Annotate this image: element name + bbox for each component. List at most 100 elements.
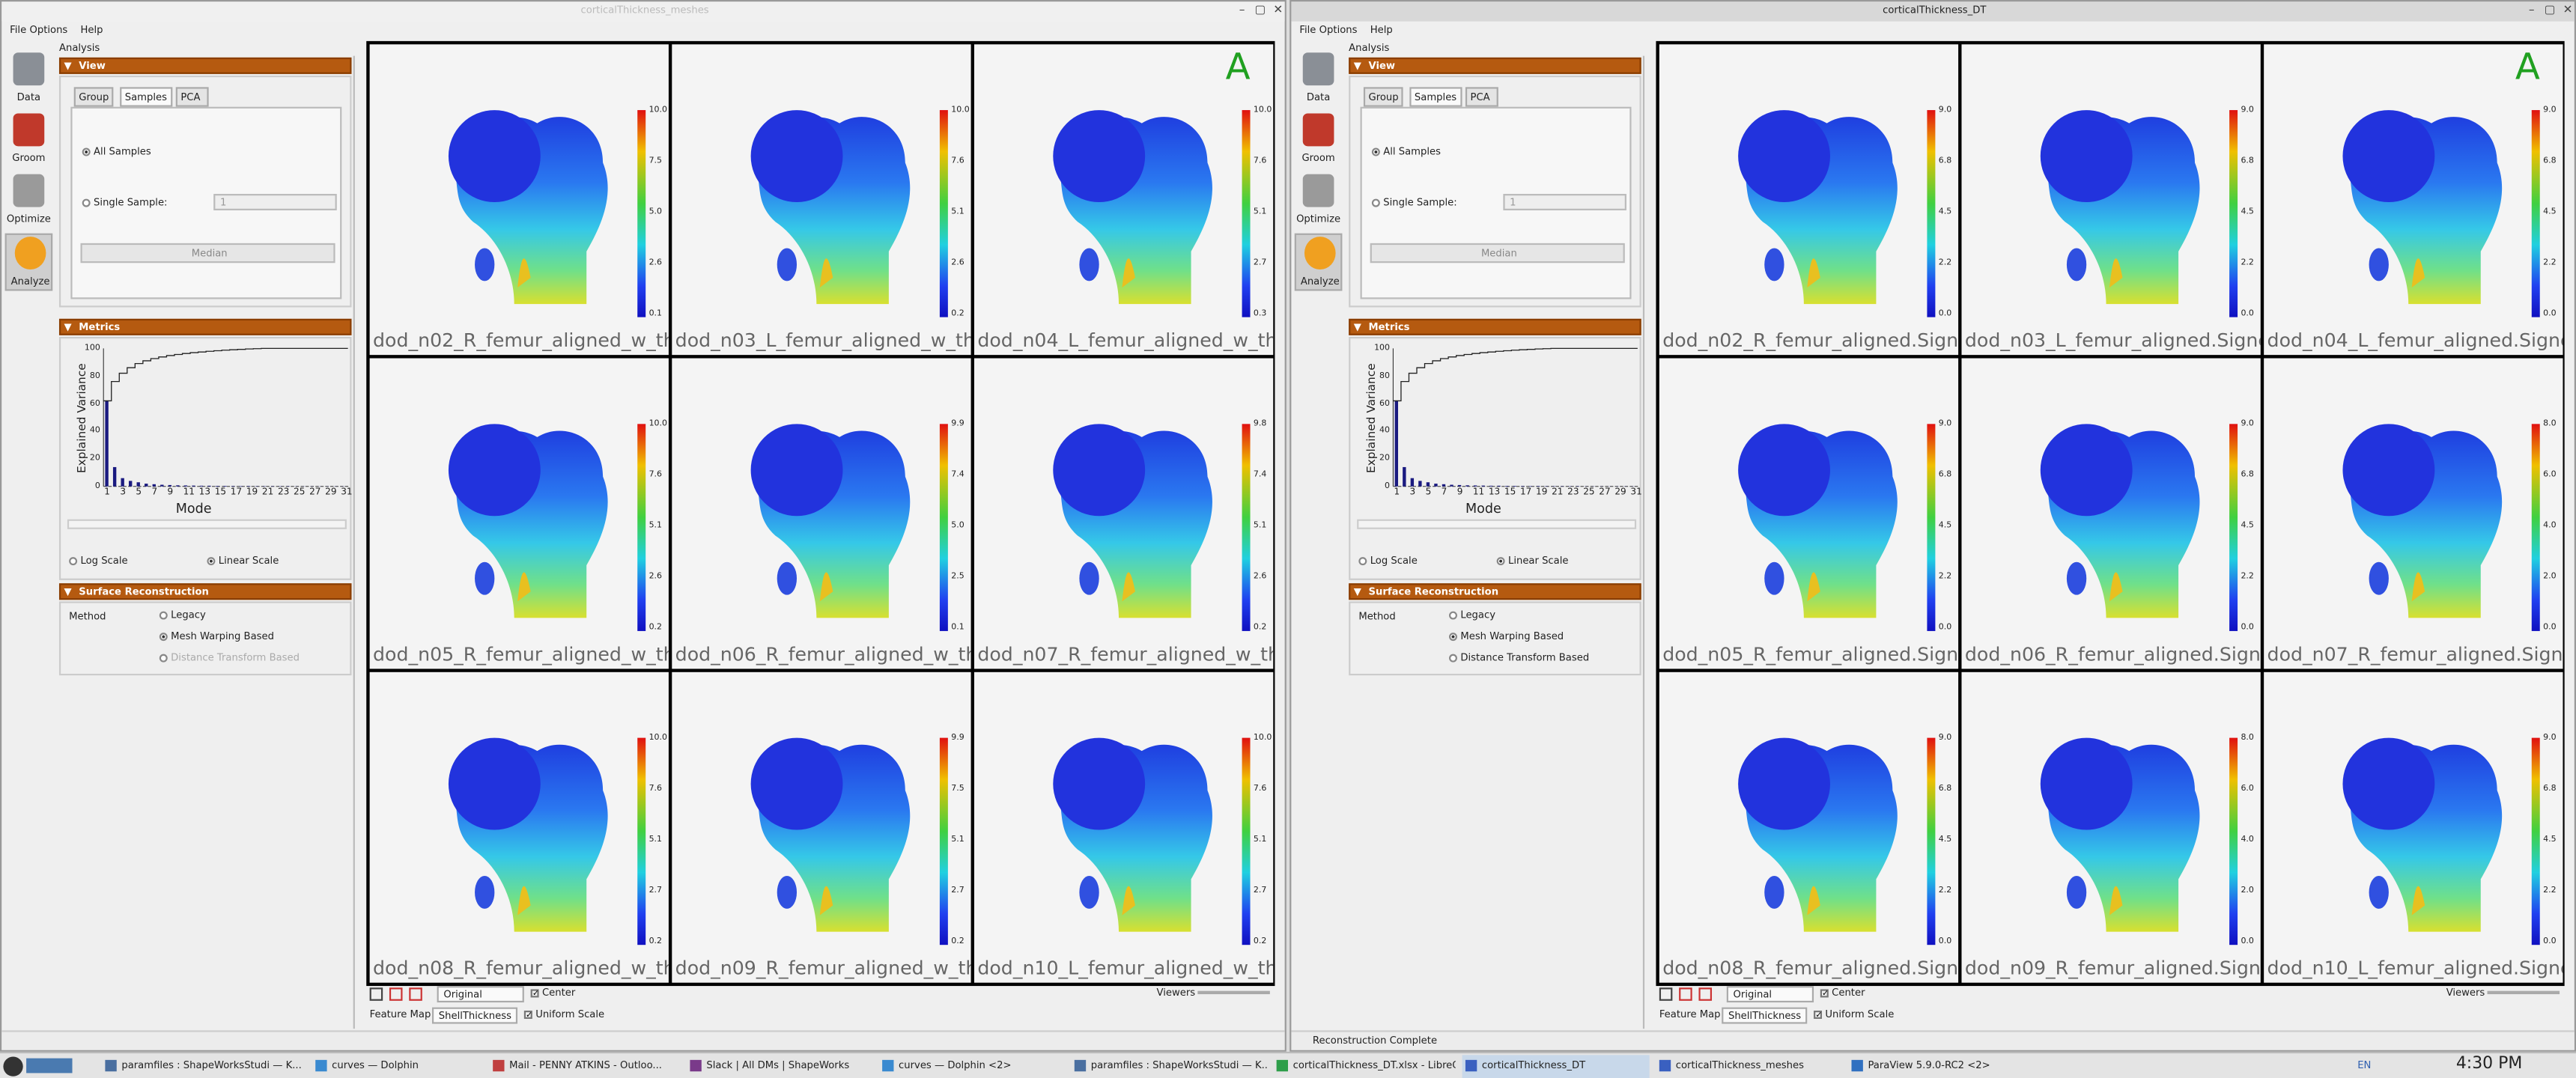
tab[interactable]: Samples — [1409, 87, 1462, 107]
toolbar-icon[interactable] — [1659, 987, 1673, 1001]
tool-button[interactable]: Groom — [5, 112, 53, 169]
dropdown[interactable]: ShellThickness — [431, 1007, 518, 1024]
tab[interactable]: PCA — [175, 87, 209, 107]
toolbar-icon[interactable] — [389, 987, 403, 1001]
tool-button[interactable]: Optimize — [5, 172, 53, 230]
tab[interactable]: Group — [1363, 87, 1403, 107]
radio-button[interactable] — [82, 147, 91, 156]
window-control[interactable]: ✕ — [2563, 3, 2573, 16]
x-tick-label: 7 — [151, 487, 158, 499]
app-window: corticalThickness_DT – ▢ ✕ File Options Help Da… — [1289, 0, 2576, 1052]
dropdown[interactable]: Original — [1726, 986, 1814, 1003]
section-header[interactable]: View ▼ — [58, 57, 352, 74]
tool-button[interactable]: Groom — [1295, 112, 1343, 169]
checkbox[interactable]: ✓ — [1814, 1010, 1822, 1020]
viewer[interactable]: 9.0 6.8 4.5 2.2 0.0 dod_n05_R_femur_aligned.S… — [1659, 358, 1959, 669]
toolbar-icon[interactable] — [369, 987, 383, 1001]
toolbar-icon[interactable] — [1698, 987, 1713, 1001]
taskbar-item[interactable]: curves — Dolphin — [312, 1055, 483, 1078]
scrollbar[interactable] — [67, 519, 347, 529]
menu-item[interactable]: Help — [80, 24, 103, 37]
viewer[interactable]: 8.0 6.0 4.0 2.0 0.0 dod_n09_R_femur_aligned.S… — [1961, 672, 2261, 983]
section-header[interactable]: Metrics ▼ — [1349, 318, 1641, 335]
start-button[interactable] — [3, 1056, 23, 1077]
tool-button[interactable]: Data — [5, 51, 53, 109]
viewer[interactable]: 10.0 7.6 5.1 2.7 0.2 dod_n08_R_femur_aligned_… — [369, 672, 669, 983]
section-header[interactable]: View ▼ — [1349, 57, 1641, 74]
window-control[interactable]: – — [2528, 3, 2535, 16]
viewer[interactable]: 9.9 7.5 5.1 2.7 0.2 dod_n09_R_femur_aligned_w… — [672, 672, 971, 983]
taskbar-item[interactable]: paramfiles : ShapeWorksStudi — K... — [1071, 1055, 1266, 1078]
viewer[interactable]: 10.0 7.6 5.1 2.6 0.2 dod_n03_L_femur_aligned_… — [672, 44, 971, 356]
viewer[interactable]: 10.0 7.6 5.1 2.7 0.2 dod_n10_L_femur_aligned_… — [973, 672, 1274, 983]
radio-button[interactable] — [159, 654, 168, 663]
radio-button[interactable] — [1496, 557, 1505, 566]
viewer[interactable]: 9.0 6.8 4.5 2.2 0.0 dod_n08_R_femur_aligned.S… — [1659, 672, 1959, 983]
viewer[interactable]: 8.0 6.0 4.0 2.0 0.0 dod_n07_R_femur_aligned.S… — [2264, 358, 2563, 669]
tab[interactable]: PCA — [1465, 87, 1498, 107]
viewers-slider[interactable] — [2487, 990, 2560, 995]
checkbox[interactable]: ✓ — [530, 989, 539, 999]
tool-button[interactable]: Analyze — [4, 233, 53, 291]
viewer[interactable]: 9.0 6.8 4.5 2.2 0.0 dod_n04_L_femur_aligned.S… — [2264, 44, 2563, 356]
radio-button[interactable] — [207, 557, 216, 566]
viewer[interactable]: 9.8 7.4 5.1 2.6 0.2 dod_n07_R_femur_aligned_w… — [973, 358, 1274, 669]
taskbar-item[interactable]: Mail - PENNY ATKINS - Outloo... — [490, 1055, 680, 1078]
viewer[interactable]: 9.9 7.4 5.0 2.5 0.1 dod_n06_R_femur_aligned_w… — [672, 358, 971, 669]
pager[interactable] — [26, 1058, 73, 1074]
radio-button[interactable] — [69, 557, 78, 566]
menu-item[interactable]: Options — [1319, 24, 1358, 37]
radio-button[interactable] — [1449, 654, 1457, 663]
tab[interactable]: Samples — [120, 87, 173, 107]
viewers-slider[interactable] — [1197, 990, 1270, 995]
menu-item[interactable]: File — [1299, 24, 1316, 37]
viewer[interactable]: 10.0 7.6 5.1 2.7 0.3 dod_n04_L_femur_aligned_… — [973, 44, 1274, 356]
menu-item[interactable]: File — [10, 24, 27, 37]
tool-button[interactable]: Optimize — [1295, 172, 1343, 230]
dropdown[interactable]: ShellThickness — [1722, 1007, 1808, 1024]
median-button[interactable]: Median — [1370, 243, 1625, 264]
tool-button[interactable]: Analyze — [1294, 233, 1343, 291]
median-button[interactable]: Median — [80, 243, 335, 264]
radio-button[interactable] — [82, 198, 91, 207]
viewer[interactable]: 10.0 7.5 5.0 2.6 0.1 dod_n02_R_femur_aligned_… — [369, 44, 669, 356]
checkbox[interactable]: ✓ — [1820, 989, 1829, 999]
taskbar-item[interactable]: corticalThickness_DT.xlsx - LibreOf... — [1273, 1055, 1456, 1078]
viewer[interactable]: 9.0 6.8 4.5 2.2 0.0 dod_n10_L_femur_aligned.S… — [2264, 672, 2563, 983]
radio-button[interactable] — [159, 633, 168, 642]
window-control[interactable]: – — [1239, 3, 1245, 16]
taskbar-item[interactable]: curves — Dolphin <2> — [879, 1055, 1065, 1078]
sample-spinbox[interactable]: 1 — [1503, 194, 1626, 210]
taskbar-item[interactable]: Slack | All DMs | ShapeWorks — [687, 1055, 872, 1078]
viewer[interactable]: 9.0 6.8 4.5 2.2 0.0 dod_n02_R_femur_aligned.S… — [1659, 44, 1959, 356]
taskbar-item[interactable]: corticalThickness_DT — [1462, 1055, 1650, 1078]
viewer[interactable]: 9.0 6.8 4.5 2.2 0.0 dod_n03_L_femur_aligned.S… — [1961, 44, 2261, 356]
menu-item[interactable]: Options — [29, 24, 68, 37]
radio-button[interactable] — [159, 611, 168, 620]
sample-spinbox[interactable]: 1 — [213, 194, 337, 210]
dropdown[interactable]: Original — [437, 986, 524, 1003]
radio-button[interactable] — [1449, 611, 1457, 620]
taskbar-item[interactable]: corticalThickness_meshes — [1656, 1055, 1841, 1078]
viewer[interactable]: 10.0 7.6 5.1 2.6 0.2 dod_n05_R_femur_aligned_… — [369, 358, 669, 669]
toolbar-icon[interactable] — [409, 987, 422, 1001]
section-header[interactable]: Metrics ▼ — [58, 318, 352, 335]
radio-button[interactable] — [1371, 147, 1380, 156]
radio-button[interactable] — [1371, 198, 1380, 207]
menu-item[interactable]: Help — [1370, 24, 1393, 37]
window-control[interactable]: ▢ — [2544, 3, 2556, 16]
tab[interactable]: Group — [73, 87, 114, 107]
toolbar-icon[interactable] — [1679, 987, 1692, 1001]
viewer[interactable]: 9.0 6.8 4.5 2.2 0.0 dod_n06_R_femur_aligned.S… — [1961, 358, 2261, 669]
radio-button[interactable] — [1358, 557, 1367, 566]
window-control[interactable]: ▢ — [1254, 3, 1266, 16]
taskbar-item[interactable]: ParaView 5.9.0-RC2 <2> — [1848, 1055, 2038, 1078]
checkbox[interactable]: ✓ — [523, 1010, 532, 1020]
radio-button[interactable] — [1449, 633, 1457, 642]
scrollbar[interactable] — [1357, 519, 1637, 529]
tool-button[interactable]: Data — [1295, 51, 1343, 109]
taskbar-item[interactable]: paramfiles : ShapeWorksStudi — K... — [102, 1055, 306, 1078]
section-header[interactable]: Surface Reconstruction ▼ — [58, 583, 352, 600]
window-control[interactable]: ✕ — [1273, 3, 1284, 16]
section-header[interactable]: Surface Reconstruction ▼ — [1349, 583, 1641, 600]
